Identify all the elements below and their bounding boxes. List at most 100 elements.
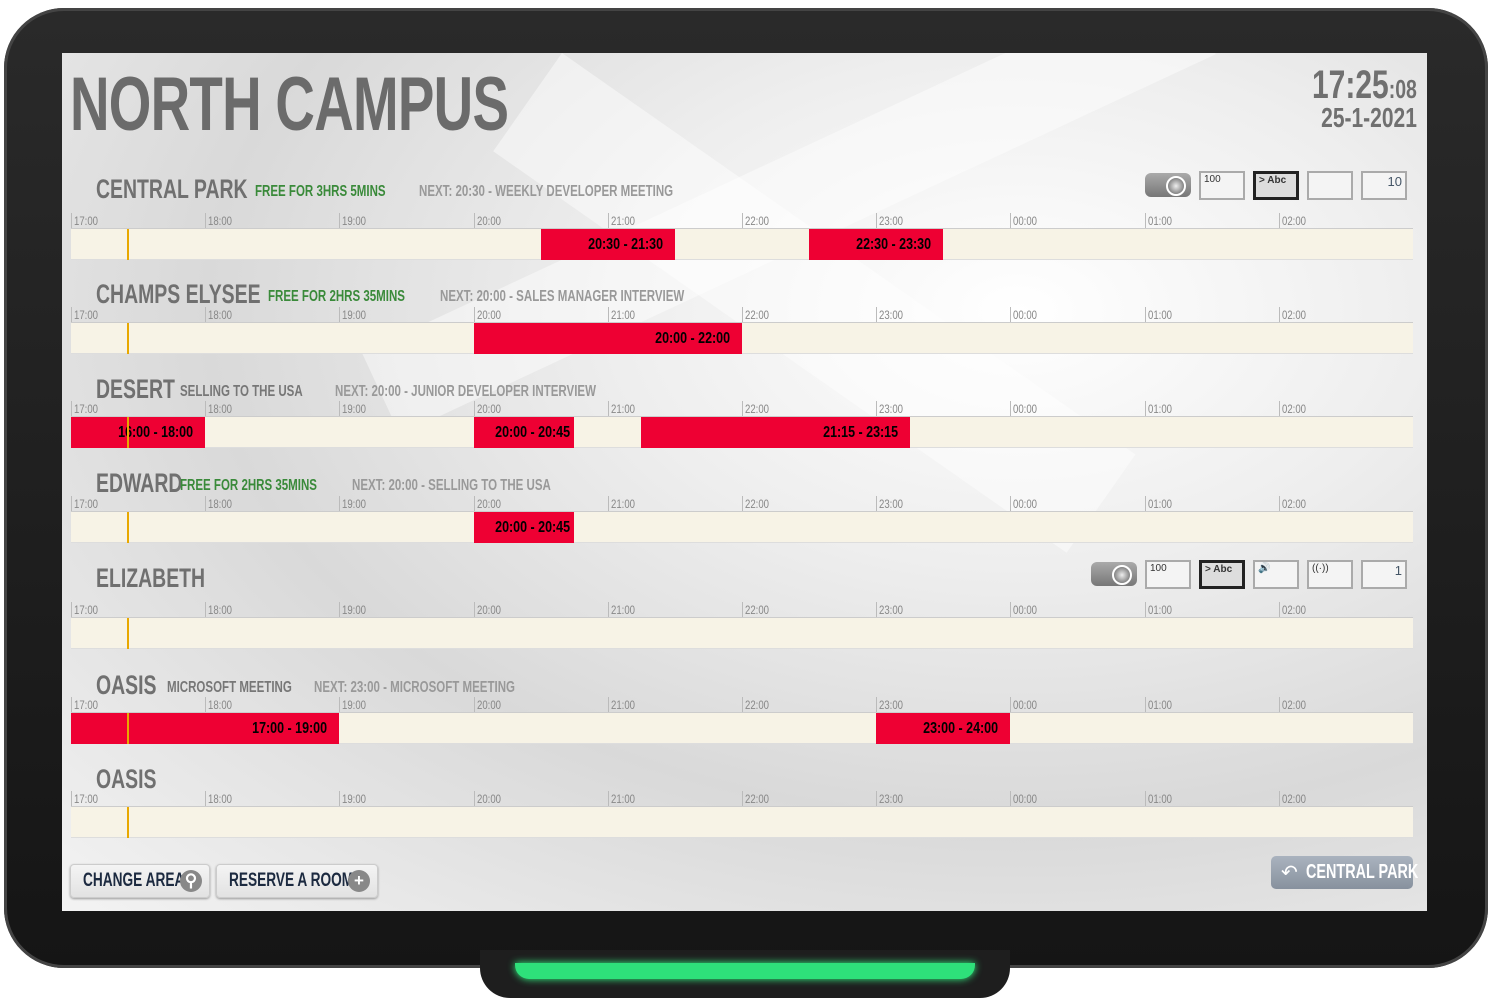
room-name[interactable]: OASIS [96,764,157,794]
time-tick: 23:00 [876,213,909,229]
room-row: DESERT SELLING TO THE USA NEXT: 20:00 - JU… [71,374,1413,484]
time-tick: 02:00 [1278,307,1312,323]
booking-block[interactable]: 20:00 - 22:00 [473,323,742,354]
whiteboard-icon: 100 [1145,560,1191,589]
booking-block[interactable]: 20:00 - 20:45 [473,417,575,448]
display-icon: > Abc [1253,171,1299,200]
tick-label: 19:00 [342,308,367,322]
time-tick: 22:00 [742,602,775,618]
tick-label: 23:00 [879,698,904,712]
tick-label: 23:00 [879,402,904,416]
time-tick: 17:00 [71,602,104,618]
room-timeline-track[interactable]: 17:00 - 19:00 23:00 - 24:00 [71,712,1413,744]
time-tick: 21:00 [607,307,641,323]
tick-label: 00:00 [1013,792,1038,806]
projector-icon [1145,173,1191,197]
time-axis: 17:00 18:00 19:00 20:00 21:00 22:00 23:00 00:00… [71,791,1413,807]
whiteboard-icon: 100 [1199,171,1245,200]
time-tick: 23:00 [876,496,909,512]
time-tick: 01:00 [1144,791,1178,807]
booking-block[interactable]: 17:00 - 19:00 [71,713,340,744]
capacity-icon: 1 [1361,560,1407,589]
room-name[interactable]: CHAMPS ELYSEE [96,279,261,309]
reserve-room-button[interactable]: RESERVE A ROOM + [216,864,378,898]
time-tick: 17:00 [71,697,104,713]
room-name[interactable]: DESERT [96,374,175,404]
tick-label: 18:00 [208,308,233,322]
tick-label: 22:00 [745,308,770,322]
time-tick: 23:00 [876,307,909,323]
tick-label: 20:00 [476,308,501,322]
tick-label: 01:00 [1147,603,1172,617]
room-next-meeting: NEXT: 20:30 - WEEKLY DEVELOPER MEETING [418,183,674,200]
time-tick: 23:00 [876,697,909,713]
room-timeline-track[interactable]: 20:00 - 20:45 [71,511,1413,543]
tick-label: 01:00 [1147,698,1172,712]
time-tick: 22:00 [742,401,775,417]
booking-block[interactable]: 20:00 - 20:45 [473,512,575,543]
booking-block[interactable]: 22:30 - 23:30 [809,229,944,260]
time-tick: 19:00 [339,401,372,417]
room-timeline-track[interactable]: 16:00 - 18:00 20:00 - 20:45 21:15 - 23:15 [71,416,1413,448]
tick-label: 19:00 [342,698,367,712]
time-axis: 17:00 18:00 19:00 20:00 21:00 22:00 23:00 00:00… [71,307,1413,323]
room-timeline-track[interactable] [71,617,1413,649]
booking-block[interactable]: 23:00 - 24:00 [876,713,1011,744]
room-name[interactable]: OASIS [96,670,157,700]
current-time-line [126,618,129,649]
tick-label: 01:00 [1147,308,1172,322]
time-tick: 01:00 [1144,602,1178,618]
time-tick: 20:00 [473,602,507,618]
room-name[interactable]: EDWARD [96,468,183,498]
tick-label: 18:00 [208,402,233,416]
room-row: EDWARD FREE FOR 2HRS 35MINS NEXT: 20:00 - … [71,468,1413,578]
room-header: DESERT SELLING TO THE USA NEXT: 20:00 - JU… [96,374,596,404]
tick-label: 17:00 [74,214,99,228]
time-tick: 17:00 [71,401,104,417]
room-name[interactable]: ELIZABETH [96,563,206,593]
time-tick: 18:00 [205,697,238,713]
time-tick: 23:00 [876,791,909,807]
projector-icon [1091,562,1137,586]
room-timeline-track[interactable]: 20:00 - 22:00 [71,322,1413,354]
room-header: EDWARD FREE FOR 2HRS 35MINS NEXT: 20:00 - … [96,468,550,498]
time-tick: 19:00 [339,496,372,512]
tick-label: 17:00 [74,603,99,617]
time-axis: 17:00 18:00 19:00 20:00 21:00 22:00 23:00 00:00… [71,213,1413,229]
current-time-line [126,229,129,260]
time-tick: 00:00 [1010,496,1043,512]
room-timeline-track[interactable] [71,806,1413,838]
time-tick: 20:00 [473,213,507,229]
search-icon: ⚲ [180,870,202,892]
room-timeline-track[interactable]: 20:30 - 21:30 22:30 - 23:30 [71,228,1413,260]
tick-label: 01:00 [1147,402,1172,416]
tick-label: 17:00 [74,402,99,416]
tick-label: 23:00 [879,792,904,806]
plus-icon: + [348,870,370,892]
tick-label: 01:00 [1147,497,1172,511]
room-name[interactable]: CENTRAL PARK [96,174,248,204]
clock-date: 25-1-2021 [1321,102,1417,133]
time-tick: 21:00 [607,401,641,417]
time-tick: 00:00 [1010,697,1043,713]
tick-label: 02:00 [1281,497,1306,511]
booking-block[interactable]: 16:00 - 18:00 [71,417,206,448]
room-status: FREE FOR 2HRS 35MINS [267,288,405,305]
tick-label: 20:00 [476,792,501,806]
booking-block[interactable]: 21:15 - 23:15 [641,417,910,448]
tick-label: 23:00 [879,497,904,511]
time-tick: 21:00 [607,791,641,807]
tick-label: 22:00 [745,603,770,617]
capacity-icon: 10 [1361,171,1407,200]
change-area-button[interactable]: CHANGE AREA ⚲ [70,864,210,898]
tick-label: 22:00 [745,698,770,712]
booking-label: 20:00 - 22:00 [655,330,730,347]
tick-label: 01:00 [1147,214,1172,228]
tick-label: 22:00 [745,214,770,228]
back-to-room-button[interactable]: ↶ CENTRAL PARK [1271,856,1418,889]
room-header: OASIS MICROSOFT MEETING NEXT: 23:00 - MICR… [96,670,515,700]
tick-label: 21:00 [610,497,635,511]
tick-label: 17:00 [74,497,99,511]
booking-block[interactable]: 20:30 - 21:30 [540,229,675,260]
display-icon: > Abc [1199,560,1245,589]
